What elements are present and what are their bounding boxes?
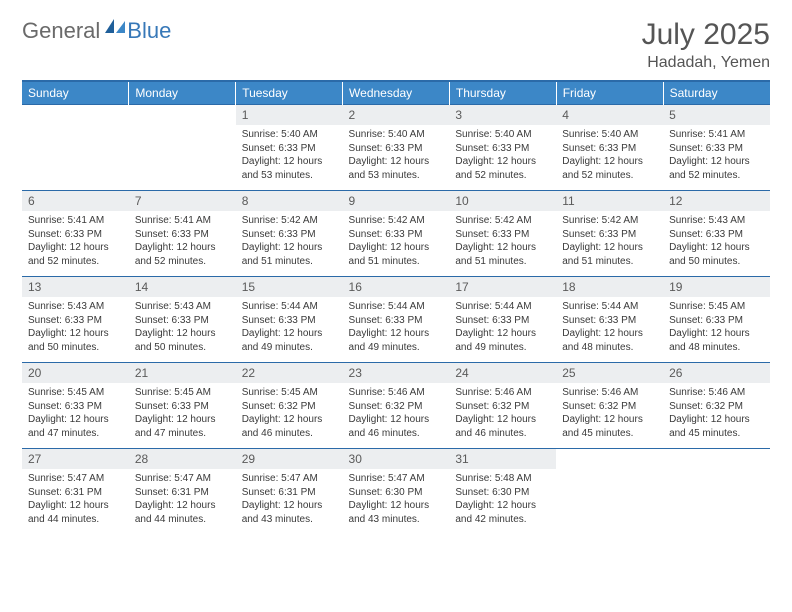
day-number-cell: 24 (449, 363, 556, 384)
day-content-cell: Sunrise: 5:41 AM Sunset: 6:33 PM Dayligh… (663, 125, 770, 191)
day-content-cell (129, 125, 236, 191)
day-content-cell: Sunrise: 5:45 AM Sunset: 6:33 PM Dayligh… (22, 383, 129, 449)
day-number-cell: 4 (556, 105, 663, 126)
day-number-cell: 20 (22, 363, 129, 384)
day-content-cell: Sunrise: 5:40 AM Sunset: 6:33 PM Dayligh… (556, 125, 663, 191)
day-content-cell: Sunrise: 5:45 AM Sunset: 6:33 PM Dayligh… (663, 297, 770, 363)
day-content-row: Sunrise: 5:40 AM Sunset: 6:33 PM Dayligh… (22, 125, 770, 191)
logo-text-blue: Blue (127, 18, 171, 44)
day-content-cell (556, 469, 663, 534)
day-number-cell: 3 (449, 105, 556, 126)
day-number-cell: 11 (556, 191, 663, 212)
day-content-cell: Sunrise: 5:40 AM Sunset: 6:33 PM Dayligh… (236, 125, 343, 191)
weekday-header: Monday (129, 81, 236, 105)
weekday-header: Tuesday (236, 81, 343, 105)
day-number-cell: 25 (556, 363, 663, 384)
weekday-header: Wednesday (343, 81, 450, 105)
day-number-cell: 8 (236, 191, 343, 212)
day-number-cell (22, 105, 129, 126)
day-content-cell: Sunrise: 5:43 AM Sunset: 6:33 PM Dayligh… (22, 297, 129, 363)
day-content-cell: Sunrise: 5:47 AM Sunset: 6:31 PM Dayligh… (129, 469, 236, 534)
day-content-cell: Sunrise: 5:43 AM Sunset: 6:33 PM Dayligh… (129, 297, 236, 363)
day-content-cell: Sunrise: 5:45 AM Sunset: 6:32 PM Dayligh… (236, 383, 343, 449)
weekday-header-row: Sunday Monday Tuesday Wednesday Thursday… (22, 81, 770, 105)
day-number-cell: 23 (343, 363, 450, 384)
day-number-cell: 26 (663, 363, 770, 384)
day-content-cell (663, 469, 770, 534)
day-number-cell: 22 (236, 363, 343, 384)
day-number-cell: 7 (129, 191, 236, 212)
day-number-cell: 9 (343, 191, 450, 212)
day-content-cell: Sunrise: 5:44 AM Sunset: 6:33 PM Dayligh… (556, 297, 663, 363)
day-number-cell: 29 (236, 449, 343, 470)
day-content-row: Sunrise: 5:43 AM Sunset: 6:33 PM Dayligh… (22, 297, 770, 363)
day-content-cell: Sunrise: 5:42 AM Sunset: 6:33 PM Dayligh… (236, 211, 343, 277)
logo-text-general: General (22, 18, 100, 44)
day-number-cell: 15 (236, 277, 343, 298)
day-number-cell: 6 (22, 191, 129, 212)
day-number-row: 12345 (22, 105, 770, 126)
header: General Blue July 2025 Hadadah, Yemen (22, 18, 770, 72)
day-content-cell: Sunrise: 5:41 AM Sunset: 6:33 PM Dayligh… (129, 211, 236, 277)
day-number-cell: 18 (556, 277, 663, 298)
day-number-cell: 27 (22, 449, 129, 470)
day-content-cell: Sunrise: 5:46 AM Sunset: 6:32 PM Dayligh… (449, 383, 556, 449)
day-number-cell: 1 (236, 105, 343, 126)
day-number-cell: 14 (129, 277, 236, 298)
day-number-cell: 31 (449, 449, 556, 470)
day-number-row: 2728293031 (22, 449, 770, 470)
sail-icon (105, 19, 125, 33)
day-content-cell: Sunrise: 5:47 AM Sunset: 6:31 PM Dayligh… (22, 469, 129, 534)
location-label: Hadadah, Yemen (642, 54, 770, 72)
day-number-row: 13141516171819 (22, 277, 770, 298)
day-content-cell: Sunrise: 5:42 AM Sunset: 6:33 PM Dayligh… (449, 211, 556, 277)
title-block: July 2025 Hadadah, Yemen (642, 18, 770, 72)
day-content-cell: Sunrise: 5:44 AM Sunset: 6:33 PM Dayligh… (236, 297, 343, 363)
day-number-cell: 19 (663, 277, 770, 298)
day-number-cell: 28 (129, 449, 236, 470)
day-content-cell: Sunrise: 5:46 AM Sunset: 6:32 PM Dayligh… (343, 383, 450, 449)
month-title: July 2025 (642, 18, 770, 52)
day-number-cell: 17 (449, 277, 556, 298)
day-content-cell: Sunrise: 5:45 AM Sunset: 6:33 PM Dayligh… (129, 383, 236, 449)
day-content-cell: Sunrise: 5:46 AM Sunset: 6:32 PM Dayligh… (556, 383, 663, 449)
day-content-row: Sunrise: 5:41 AM Sunset: 6:33 PM Dayligh… (22, 211, 770, 277)
day-content-cell: Sunrise: 5:46 AM Sunset: 6:32 PM Dayligh… (663, 383, 770, 449)
day-number-cell: 2 (343, 105, 450, 126)
day-number-cell (556, 449, 663, 470)
calendar-table: Sunday Monday Tuesday Wednesday Thursday… (22, 80, 770, 534)
weekday-header: Friday (556, 81, 663, 105)
day-number-cell (129, 105, 236, 126)
day-content-cell: Sunrise: 5:41 AM Sunset: 6:33 PM Dayligh… (22, 211, 129, 277)
day-content-cell: Sunrise: 5:47 AM Sunset: 6:30 PM Dayligh… (343, 469, 450, 534)
day-number-cell: 16 (343, 277, 450, 298)
logo: General Blue (22, 18, 171, 44)
day-content-cell: Sunrise: 5:40 AM Sunset: 6:33 PM Dayligh… (449, 125, 556, 191)
day-number-cell: 12 (663, 191, 770, 212)
day-number-cell: 13 (22, 277, 129, 298)
day-content-cell: Sunrise: 5:42 AM Sunset: 6:33 PM Dayligh… (556, 211, 663, 277)
day-number-row: 6789101112 (22, 191, 770, 212)
day-number-cell (663, 449, 770, 470)
day-number-cell: 10 (449, 191, 556, 212)
day-content-cell: Sunrise: 5:48 AM Sunset: 6:30 PM Dayligh… (449, 469, 556, 534)
day-content-cell (22, 125, 129, 191)
day-content-cell: Sunrise: 5:43 AM Sunset: 6:33 PM Dayligh… (663, 211, 770, 277)
day-number-cell: 5 (663, 105, 770, 126)
day-content-row: Sunrise: 5:45 AM Sunset: 6:33 PM Dayligh… (22, 383, 770, 449)
weekday-header: Saturday (663, 81, 770, 105)
day-content-cell: Sunrise: 5:44 AM Sunset: 6:33 PM Dayligh… (449, 297, 556, 363)
day-content-cell: Sunrise: 5:42 AM Sunset: 6:33 PM Dayligh… (343, 211, 450, 277)
day-content-cell: Sunrise: 5:44 AM Sunset: 6:33 PM Dayligh… (343, 297, 450, 363)
weekday-header: Sunday (22, 81, 129, 105)
day-content-cell: Sunrise: 5:40 AM Sunset: 6:33 PM Dayligh… (343, 125, 450, 191)
day-content-cell: Sunrise: 5:47 AM Sunset: 6:31 PM Dayligh… (236, 469, 343, 534)
day-number-cell: 30 (343, 449, 450, 470)
weekday-header: Thursday (449, 81, 556, 105)
day-content-row: Sunrise: 5:47 AM Sunset: 6:31 PM Dayligh… (22, 469, 770, 534)
day-number-row: 20212223242526 (22, 363, 770, 384)
day-number-cell: 21 (129, 363, 236, 384)
